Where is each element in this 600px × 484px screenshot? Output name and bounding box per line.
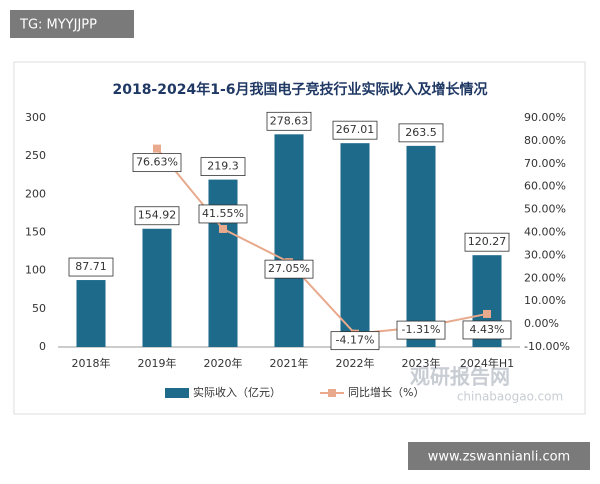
y-tick-label: 50 [32, 302, 46, 315]
label-box [198, 204, 248, 224]
tag-text: TG: MYYJJPP [19, 18, 97, 33]
legend-swatch [328, 389, 336, 397]
label-box [330, 331, 380, 351]
line-value-label: 4.43% [470, 323, 505, 336]
bar-value-label: 263.5 [405, 126, 437, 139]
bar-value-label: 87.71 [75, 260, 107, 273]
line-value-label: 41.55% [202, 207, 244, 220]
bar [76, 280, 106, 347]
label-box [396, 320, 446, 340]
label-box [132, 153, 182, 173]
x-tick-label: 2020年 [204, 356, 243, 370]
legend-label: 实际收入（亿元） [193, 385, 281, 399]
y-tick-label: 250 [25, 149, 46, 162]
bar [406, 145, 436, 347]
line-marker [483, 309, 491, 318]
label-box [266, 111, 312, 131]
x-tick-label: 2019年 [138, 356, 177, 370]
chart-title: 2018-2024年1-6月我国电子竞技行业实际收入及增长情况 [112, 81, 487, 98]
watermark: chinabaogao.com [457, 390, 563, 404]
y2-tick-label: 0.00% [524, 317, 559, 330]
y-tick-label: 200 [25, 187, 46, 200]
url-box [408, 442, 590, 470]
bar-value-label: 267.01 [336, 123, 375, 136]
label-box [332, 120, 378, 140]
y2-tick-label: 40.00% [524, 226, 566, 239]
tag-box [10, 10, 134, 38]
bar [142, 228, 172, 347]
watermark: 观研报告网 [410, 365, 510, 389]
y-tick-label: 100 [25, 264, 46, 277]
y2-tick-label: 80.00% [524, 134, 566, 147]
y2-tick-label: 70.00% [524, 157, 566, 170]
label-box [134, 206, 180, 226]
legend-label: 同比增长（%） [348, 385, 424, 399]
bar-value-label: 219.3 [207, 160, 239, 173]
label-box [462, 320, 512, 340]
legend-swatch [165, 388, 189, 398]
y2-tick-label: 30.00% [524, 248, 566, 261]
line-value-label: -1.31% [402, 323, 441, 336]
line-value-label: 27.05% [268, 262, 310, 275]
line-value-label: 76.63% [136, 156, 178, 169]
x-tick-label: 2023年 [402, 356, 441, 370]
bar [274, 134, 304, 347]
y2-tick-label: 60.00% [524, 180, 566, 193]
y2-tick-label: -10.00% [524, 340, 570, 353]
label-box [398, 123, 444, 143]
line-marker [219, 224, 227, 233]
bar-value-label: 154.92 [138, 209, 177, 222]
x-tick-label: 2022年 [336, 356, 375, 370]
y2-tick-label: 90.00% [524, 111, 566, 124]
url-text: www.zswannianli.com [428, 450, 570, 465]
y-tick-label: 0 [39, 340, 46, 353]
x-tick-label: 2018年 [72, 356, 111, 370]
bar [340, 143, 370, 347]
label-box [464, 232, 510, 252]
line-marker [153, 144, 161, 153]
label-box [264, 259, 314, 279]
bar-value-label: 278.63 [270, 114, 309, 127]
line-value-label: -4.17% [336, 334, 375, 347]
y2-tick-label: 20.00% [524, 271, 566, 284]
y-tick-label: 300 [25, 111, 46, 124]
y2-tick-label: 10.00% [524, 294, 566, 307]
bar-value-label: 120.27 [468, 235, 507, 248]
y-tick-label: 150 [25, 226, 46, 239]
x-tick-label: 2021年 [270, 356, 309, 370]
y2-tick-label: 50.00% [524, 203, 566, 216]
x-tick-label: 2024年H1 [460, 356, 514, 370]
label-box [200, 157, 246, 177]
label-box [68, 257, 114, 277]
